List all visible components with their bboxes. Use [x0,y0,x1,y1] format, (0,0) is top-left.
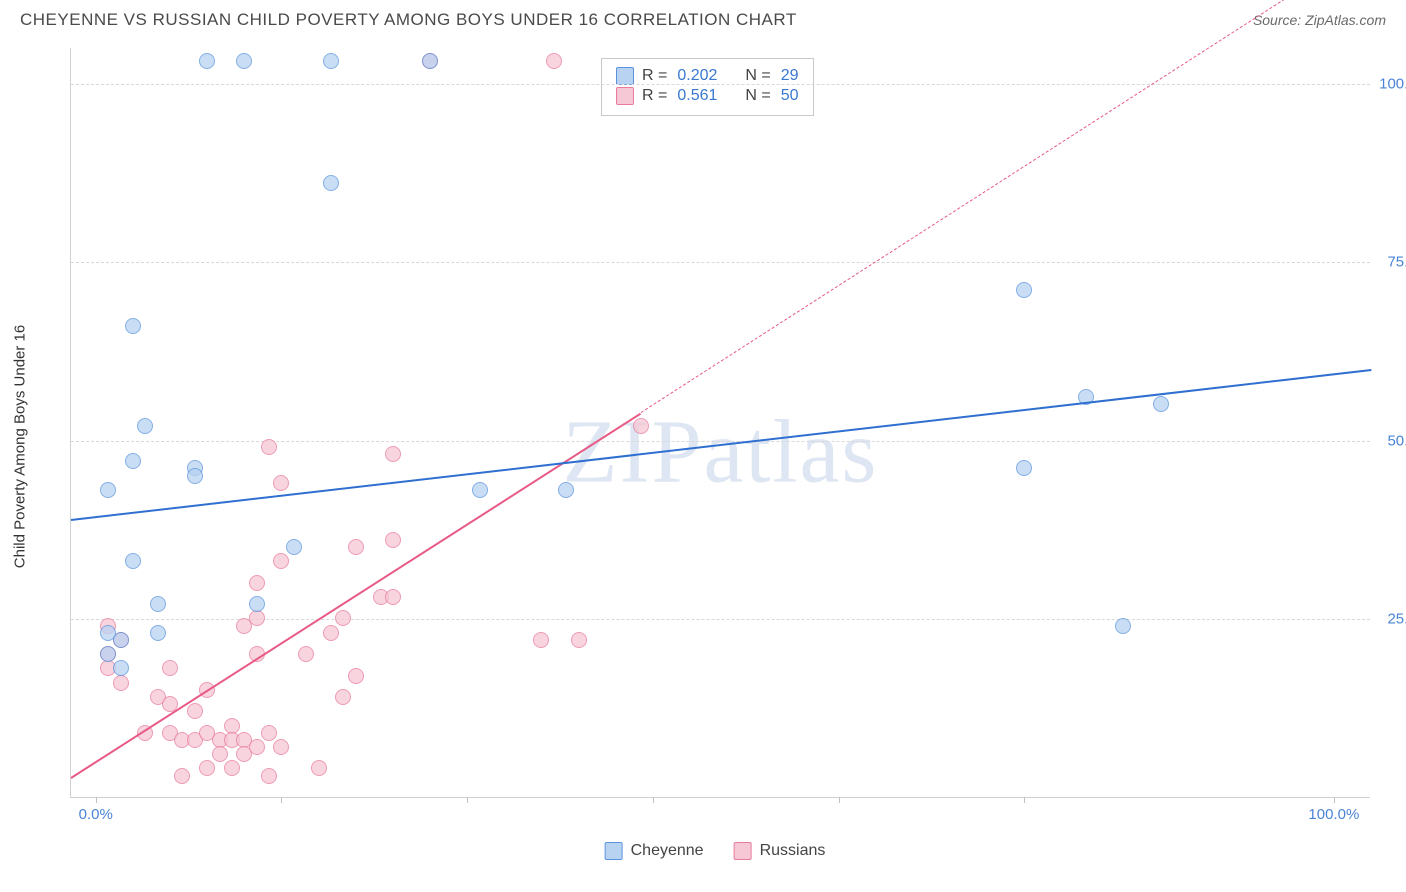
point-russians [348,668,364,684]
point-russians [174,768,190,784]
header: CHEYENNE VS RUSSIAN CHILD POVERTY AMONG … [0,0,1406,36]
point-cheyenne [558,482,574,498]
point-russians [273,553,289,569]
point-cheyenne [422,53,438,69]
point-cheyenne [323,53,339,69]
ytick-label: 75.0% [1375,254,1406,271]
n-label: N = [745,87,770,105]
point-russians [546,53,562,69]
plot-region: ZIPatlas R = 0.202 N = 29 R = 0.561 N = … [70,48,1370,798]
point-cheyenne [113,632,129,648]
r-label: R = [642,87,667,105]
point-cheyenne [187,468,203,484]
xtick-mark [1334,797,1335,803]
point-russians [212,746,228,762]
point-russians [261,439,277,455]
watermark-atlas: atlas [704,403,879,502]
xtick-mark [281,797,282,803]
point-russians [113,675,129,691]
point-russians [385,446,401,462]
point-cheyenne [1016,282,1032,298]
point-cheyenne [1115,618,1131,634]
point-cheyenne [125,453,141,469]
watermark: ZIPatlas [563,401,879,504]
xtick-mark [653,797,654,803]
point-cheyenne [150,625,166,641]
ytick-label: 50.0% [1375,432,1406,449]
point-cheyenne [113,660,129,676]
gridline-y [71,262,1370,263]
point-cheyenne [236,53,252,69]
legend-item-cheyenne: Cheyenne [605,842,704,860]
point-cheyenne [125,553,141,569]
point-russians [633,418,649,434]
point-cheyenne [150,596,166,612]
stats-row-cheyenne: R = 0.202 N = 29 [616,67,799,85]
point-cheyenne [1016,460,1032,476]
point-russians [385,589,401,605]
gridline-y [71,619,1370,620]
xtick-mark [467,797,468,803]
point-russians [249,610,265,626]
point-russians [273,739,289,755]
point-russians [199,760,215,776]
xtick-mark [1024,797,1025,803]
stats-row-russians: R = 0.561 N = 50 [616,87,799,105]
point-russians [571,632,587,648]
xtick-mark [839,797,840,803]
point-russians [249,575,265,591]
point-russians [323,625,339,641]
stats-legend-box: R = 0.202 N = 29 R = 0.561 N = 50 [601,58,814,116]
chart-area: Child Poverty Among Boys Under 16 ZIPatl… [50,48,1380,828]
legend-item-russians: Russians [734,842,826,860]
xtick-label: 100.0% [1308,806,1359,823]
r-value-cheyenne: 0.202 [677,67,717,85]
point-cheyenne [100,482,116,498]
point-russians [335,610,351,626]
n-value-russians: 50 [781,87,799,105]
point-cheyenne [286,539,302,555]
point-russians [261,768,277,784]
source-attribution: Source: ZipAtlas.com [1253,12,1386,28]
point-cheyenne [125,318,141,334]
swatch-russians [616,87,634,105]
point-cheyenne [1153,396,1169,412]
xtick-mark [96,797,97,803]
point-russians [224,760,240,776]
point-russians [385,532,401,548]
n-value-cheyenne: 29 [781,67,799,85]
point-cheyenne [472,482,488,498]
point-russians [335,689,351,705]
r-value-russians: 0.561 [677,87,717,105]
n-label: N = [745,67,770,85]
point-russians [249,739,265,755]
point-russians [162,660,178,676]
point-russians [273,475,289,491]
r-label: R = [642,67,667,85]
swatch-russians [734,842,752,860]
legend-label-cheyenne: Cheyenne [631,842,704,860]
chart-title: CHEYENNE VS RUSSIAN CHILD POVERTY AMONG … [20,10,797,30]
point-cheyenne [137,418,153,434]
ytick-label: 100.0% [1375,75,1406,92]
gridline-y [71,84,1370,85]
point-cheyenne [249,596,265,612]
point-russians [298,646,314,662]
xtick-label: 0.0% [79,806,113,823]
point-cheyenne [323,175,339,191]
legend-label-russians: Russians [760,842,826,860]
bottom-legend: Cheyenne Russians [605,842,826,860]
point-russians [187,703,203,719]
ytick-label: 25.0% [1375,611,1406,628]
point-russians [533,632,549,648]
source-name: ZipAtlas.com [1305,12,1386,28]
swatch-cheyenne [605,842,623,860]
point-russians [348,539,364,555]
point-cheyenne [199,53,215,69]
yaxis-label: Child Poverty Among Boys Under 16 [12,325,29,568]
point-cheyenne [100,646,116,662]
swatch-cheyenne [616,67,634,85]
point-russians [311,760,327,776]
point-russians [261,725,277,741]
